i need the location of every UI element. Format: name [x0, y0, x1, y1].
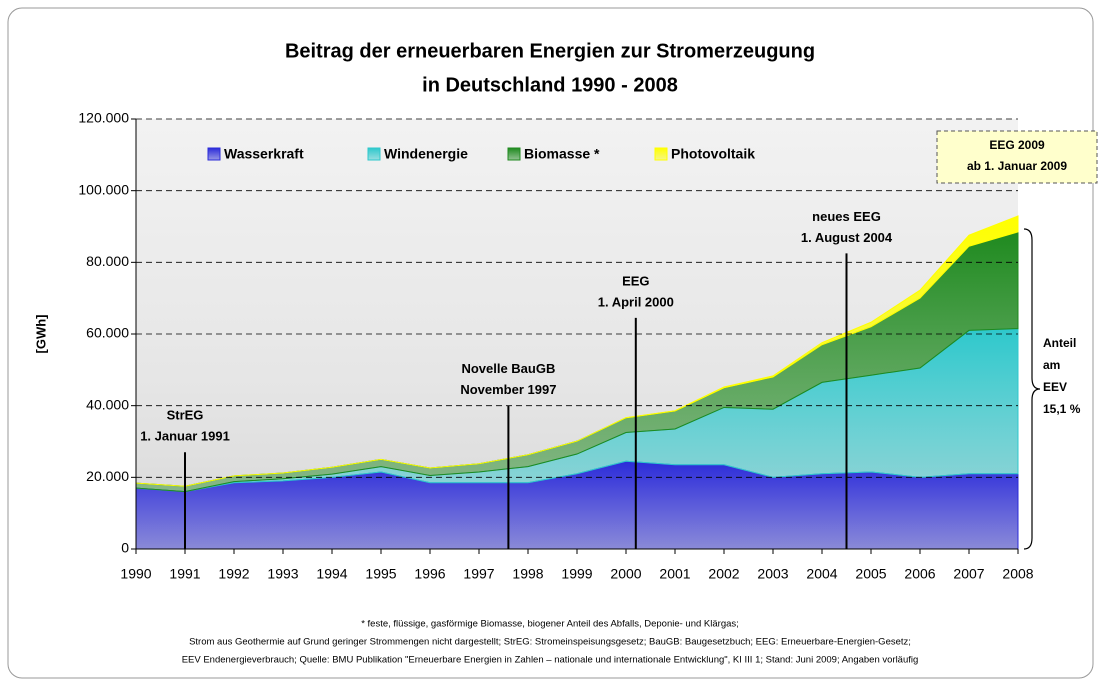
y-tick-label: 0 — [121, 540, 129, 556]
x-tick-label: 2003 — [757, 566, 788, 582]
y-tick-label: 40.000 — [86, 396, 129, 412]
footnote: * feste, flüssige, gasförmige Biomasse, … — [361, 619, 739, 630]
annotation-text: EEG — [622, 273, 649, 288]
legend-swatch — [508, 148, 520, 160]
box-text: ab 1. Januar 2009 — [967, 159, 1067, 173]
legend-label: Windenergie — [384, 146, 468, 162]
chart-title: in Deutschland 1990 - 2008 — [422, 74, 678, 96]
x-tick-label: 1996 — [414, 566, 445, 582]
annotation-text: 1. August 2004 — [801, 230, 893, 245]
y-tick-label: 80.000 — [86, 253, 129, 269]
y-tick-label: 100.000 — [78, 181, 129, 197]
footnote: EEV Endenergieverbrauch; Quelle: BMU Pub… — [182, 655, 919, 666]
y-tick-label: 60.000 — [86, 325, 129, 341]
x-tick-label: 2002 — [708, 566, 739, 582]
legend-label: Photovoltaik — [671, 146, 755, 162]
annotation-text: 1. Januar 1991 — [140, 429, 230, 444]
x-tick-label: 1999 — [561, 566, 592, 582]
x-tick-label: 1995 — [365, 566, 396, 582]
x-tick-label: 2008 — [1002, 566, 1033, 582]
box-text: EEG 2009 — [989, 138, 1045, 152]
annotation-text: 1. April 2000 — [598, 294, 674, 309]
annotation-text: neues EEG — [812, 209, 881, 224]
annotation-text: November 1997 — [460, 382, 556, 397]
legend-swatch — [368, 148, 380, 160]
chart-title: Beitrag der erneuerbaren Energien zur St… — [285, 40, 815, 62]
x-tick-label: 2007 — [953, 566, 984, 582]
brace-label: am — [1043, 358, 1060, 372]
x-tick-label: 1991 — [169, 566, 200, 582]
brace-label: 15,1 % — [1043, 402, 1081, 416]
y-axis-label: [GWh] — [33, 315, 48, 354]
legend-label: Wasserkraft — [224, 146, 304, 162]
x-tick-label: 2005 — [855, 566, 886, 582]
x-tick-label: 2000 — [610, 566, 641, 582]
legend-label: Biomasse * — [524, 146, 600, 162]
x-tick-label: 2004 — [806, 566, 837, 582]
x-tick-label: 1993 — [267, 566, 298, 582]
brace-label: EEV — [1043, 380, 1067, 394]
footnote: Strom aus Geothermie auf Grund geringer … — [189, 637, 911, 648]
legend-swatch — [655, 148, 667, 160]
x-tick-label: 1998 — [512, 566, 543, 582]
brace-label: Anteil — [1043, 336, 1076, 350]
x-tick-label: 2001 — [659, 566, 690, 582]
x-tick-label: 1997 — [463, 566, 494, 582]
annotation-text: Novelle BauGB — [461, 361, 555, 376]
annotation-text: StrEG — [167, 408, 204, 423]
x-tick-label: 2006 — [904, 566, 935, 582]
chart: Beitrag der erneuerbaren Energien zur St… — [0, 0, 1101, 686]
legend-swatch — [208, 148, 220, 160]
y-tick-label: 20.000 — [86, 468, 129, 484]
x-tick-label: 1992 — [218, 566, 249, 582]
x-tick-label: 1994 — [316, 566, 347, 582]
x-tick-label: 1990 — [120, 566, 151, 582]
y-tick-label: 120.000 — [78, 110, 129, 126]
